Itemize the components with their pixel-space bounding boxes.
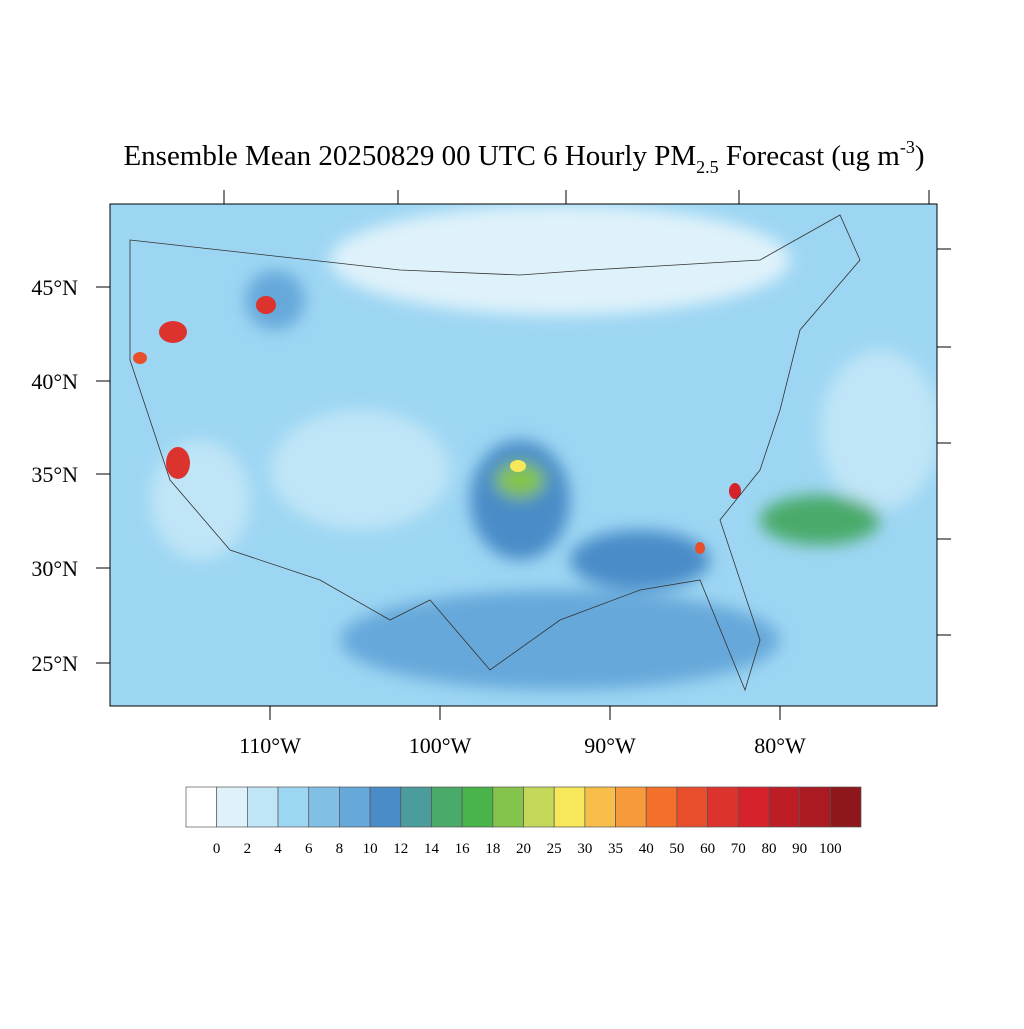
- lat-label: 35°N: [31, 462, 78, 487]
- colorbar-box: [799, 786, 831, 828]
- colorbar-box: [216, 786, 248, 828]
- title-sup: -3: [900, 137, 915, 157]
- lon-label: 110°W: [239, 733, 301, 758]
- colorbar-box: [185, 786, 218, 828]
- title-rest: Forecast (ug m: [719, 140, 901, 172]
- colorbar-box: [247, 786, 279, 828]
- colorbar-label: 80: [761, 841, 776, 857]
- lat-label: 30°N: [31, 556, 78, 581]
- colorbar-box: [339, 786, 371, 828]
- title-sub: 2.5: [696, 157, 719, 177]
- colorbar-label: 8: [336, 841, 344, 857]
- colorbar-label: 16: [455, 841, 471, 857]
- colorbar-label: 25: [547, 841, 562, 857]
- colorbar-label: 50: [669, 841, 684, 857]
- lat-label: 25°N: [31, 651, 78, 676]
- frame-ticks: [223, 190, 951, 636]
- colorbar-label: 10: [363, 841, 378, 857]
- colorbar-box: [768, 786, 800, 828]
- colorbar-label: 12: [393, 841, 408, 857]
- colorbar-label: 70: [731, 841, 746, 857]
- colorbar-label: 90: [792, 841, 807, 857]
- colorbar-label: 40: [639, 841, 654, 857]
- colorbar-label: 20: [516, 841, 531, 857]
- colorbar-box: [584, 786, 616, 828]
- colorbar-label: 30: [577, 841, 592, 857]
- lon-label: 80°W: [754, 733, 806, 758]
- colorbar-box: [369, 786, 402, 828]
- title: Ensemble Mean 20250829 00 UTC 6 Hourly P…: [123, 137, 924, 177]
- colorbar-box: [645, 786, 678, 828]
- lon-label: 90°W: [584, 733, 636, 758]
- colorbar-box: [707, 786, 739, 828]
- map-field: [110, 204, 937, 706]
- colorbar-label: 35: [608, 841, 623, 857]
- colorbar-box: [431, 786, 463, 828]
- colorbar-box: [676, 786, 708, 828]
- colorbar-label: 6: [305, 841, 313, 857]
- colorbar-label: 4: [274, 841, 282, 857]
- title-end: ): [915, 140, 925, 172]
- colorbar-label: 100: [819, 841, 842, 857]
- colorbar-label: 14: [424, 841, 440, 857]
- colorbar-box: [553, 786, 586, 828]
- colorbar-box: [308, 786, 340, 828]
- colorbar-box: [461, 786, 494, 828]
- colorbar-box: [737, 786, 770, 828]
- colorbar-label: 2: [244, 841, 252, 857]
- colorbar-box: [277, 786, 310, 828]
- colorbar-box: [829, 786, 862, 828]
- colorbar-box: [523, 786, 555, 828]
- axis-labels: 45°N 40°N 35°N 30°N 25°N 110°W 100°W 90°W 80°W: [31, 275, 806, 758]
- colorbar-label: 0: [213, 841, 221, 857]
- colorbar-box: [492, 786, 524, 828]
- lat-label: 40°N: [31, 369, 78, 394]
- title-main: Ensemble Mean 20250829 00 UTC 6 Hourly P…: [123, 140, 696, 172]
- colorbar-box: [615, 786, 647, 828]
- colorbar-box: [400, 786, 432, 828]
- lon-label: 100°W: [409, 733, 472, 758]
- colorbar-label: 18: [485, 841, 500, 857]
- colorbar-label: 60: [700, 841, 715, 857]
- colorbar: 0 2 4 6 8 10 12 14 16 18 20 25 30 35 40 50 60 70 80 90 100: [185, 786, 862, 857]
- map-frame: [109, 203, 938, 707]
- lat-label: 45°N: [31, 275, 78, 300]
